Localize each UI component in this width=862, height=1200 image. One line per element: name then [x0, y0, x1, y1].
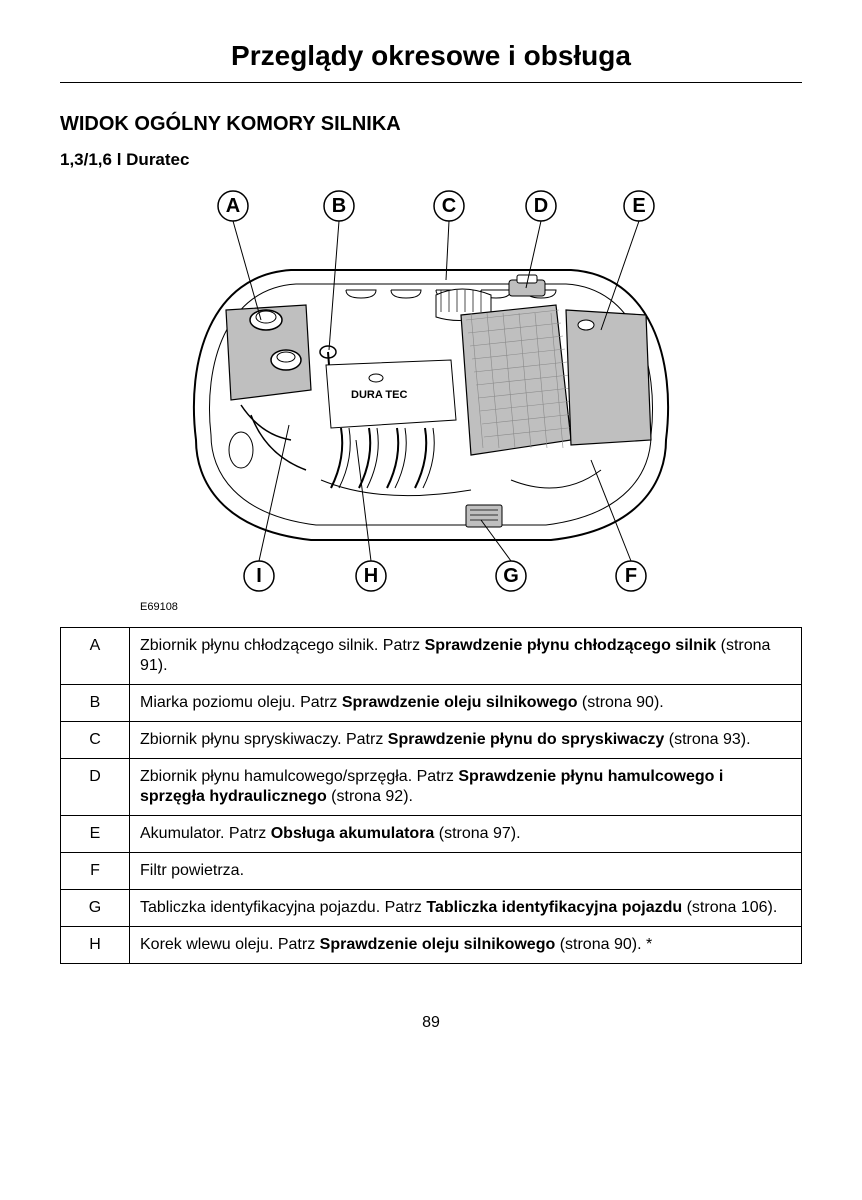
svg-text:A: A [226, 195, 240, 217]
svg-text:H: H [364, 565, 378, 587]
legend-description: Filtr powietrza. [130, 853, 802, 890]
table-row: EAkumulator. Patrz Obsługa akumulatora (… [61, 816, 802, 853]
legend-key: D [61, 759, 130, 816]
table-row: HKorek wlewu oleju. Patrz Sprawdzenie ol… [61, 927, 802, 964]
svg-text:F: F [625, 565, 637, 587]
legend-key: B [61, 685, 130, 722]
legend-table: AZbiornik płynu chłodzącego silnik. Patr… [60, 627, 802, 964]
legend-description: Miarka poziomu oleju. Patrz Sprawdzenie … [130, 685, 802, 722]
svg-text:E: E [632, 195, 645, 217]
title-divider [60, 82, 802, 83]
section-title: WIDOK OGÓLNY KOMORY SILNIKA [60, 113, 802, 136]
page-number: 89 [60, 1014, 802, 1032]
table-row: BMiarka poziomu oleju. Patrz Sprawdzenie… [61, 685, 802, 722]
legend-key: F [61, 853, 130, 890]
legend-description: Zbiornik płynu hamulcowego/sprzęgła. Pat… [130, 759, 802, 816]
legend-key: C [61, 722, 130, 759]
table-row: FFiltr powietrza. [61, 853, 802, 890]
svg-text:B: B [332, 195, 346, 217]
table-row: AZbiornik płynu chłodzącego silnik. Patr… [61, 628, 802, 685]
legend-description: Zbiornik płynu spryskiwaczy. Patrz Spraw… [130, 722, 802, 759]
legend-description: Zbiornik płynu chłodzącego silnik. Patrz… [130, 628, 802, 685]
manual-page: Przeglądy okresowe i obsługa WIDOK OGÓLN… [0, 0, 862, 1200]
table-row: GTabliczka identyfikacyjna pojazdu. Patr… [61, 890, 802, 927]
svg-text:DURA TEC: DURA TEC [351, 389, 407, 401]
legend-description: Tabliczka identyfikacyjna pojazdu. Patrz… [130, 890, 802, 927]
svg-text:I: I [256, 565, 262, 587]
table-row: DZbiornik płynu hamulcowego/sprzęgła. Pa… [61, 759, 802, 816]
legend-description: Akumulator. Patrz Obsługa akumulatora (s… [130, 816, 802, 853]
legend-key: H [61, 927, 130, 964]
svg-text:D: D [534, 195, 548, 217]
engine-bay-diagram: DURA TEC A B C D E I H G F [171, 180, 691, 600]
legend-key: A [61, 628, 130, 685]
table-row: CZbiornik płynu spryskiwaczy. Patrz Spra… [61, 722, 802, 759]
engine-diagram-container: DURA TEC A B C D E I H G F [60, 180, 802, 605]
engine-subtitle: 1,3/1,6 l Duratec [60, 150, 802, 170]
svg-text:G: G [503, 565, 519, 587]
legend-description: Korek wlewu oleju. Patrz Sprawdzenie ole… [130, 927, 802, 964]
svg-text:C: C [442, 195, 456, 217]
legend-key: E [61, 816, 130, 853]
page-title: Przeglądy okresowe i obsługa [60, 40, 802, 72]
legend-key: G [61, 890, 130, 927]
